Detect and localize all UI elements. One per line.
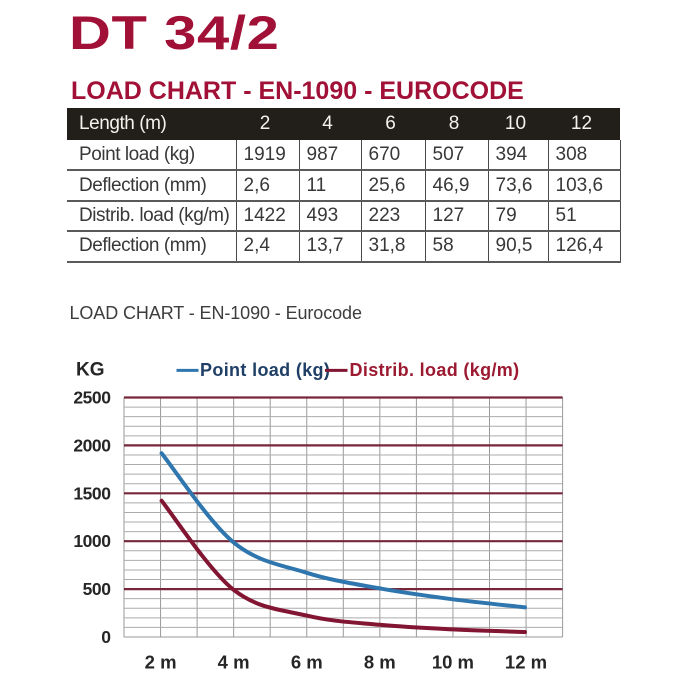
svg-text:0: 0 xyxy=(101,627,111,647)
svg-text:10 m: 10 m xyxy=(432,652,474,673)
svg-text:1000: 1000 xyxy=(73,531,111,551)
svg-text:KG: KG xyxy=(76,360,105,381)
svg-text:4 m: 4 m xyxy=(218,652,250,673)
svg-text:500: 500 xyxy=(83,579,112,599)
svg-text:2500: 2500 xyxy=(73,388,111,408)
svg-text:2000: 2000 xyxy=(73,435,111,455)
svg-text:6 m: 6 m xyxy=(291,652,323,673)
svg-text:12 m: 12 m xyxy=(505,652,547,673)
svg-text:Point load (kg): Point load (kg) xyxy=(200,360,330,380)
svg-text:2 m: 2 m xyxy=(145,652,177,673)
svg-text:1500: 1500 xyxy=(73,483,111,503)
svg-text:Distrib. load (kg/m): Distrib. load (kg/m) xyxy=(350,360,520,380)
svg-text:8 m: 8 m xyxy=(364,652,396,673)
